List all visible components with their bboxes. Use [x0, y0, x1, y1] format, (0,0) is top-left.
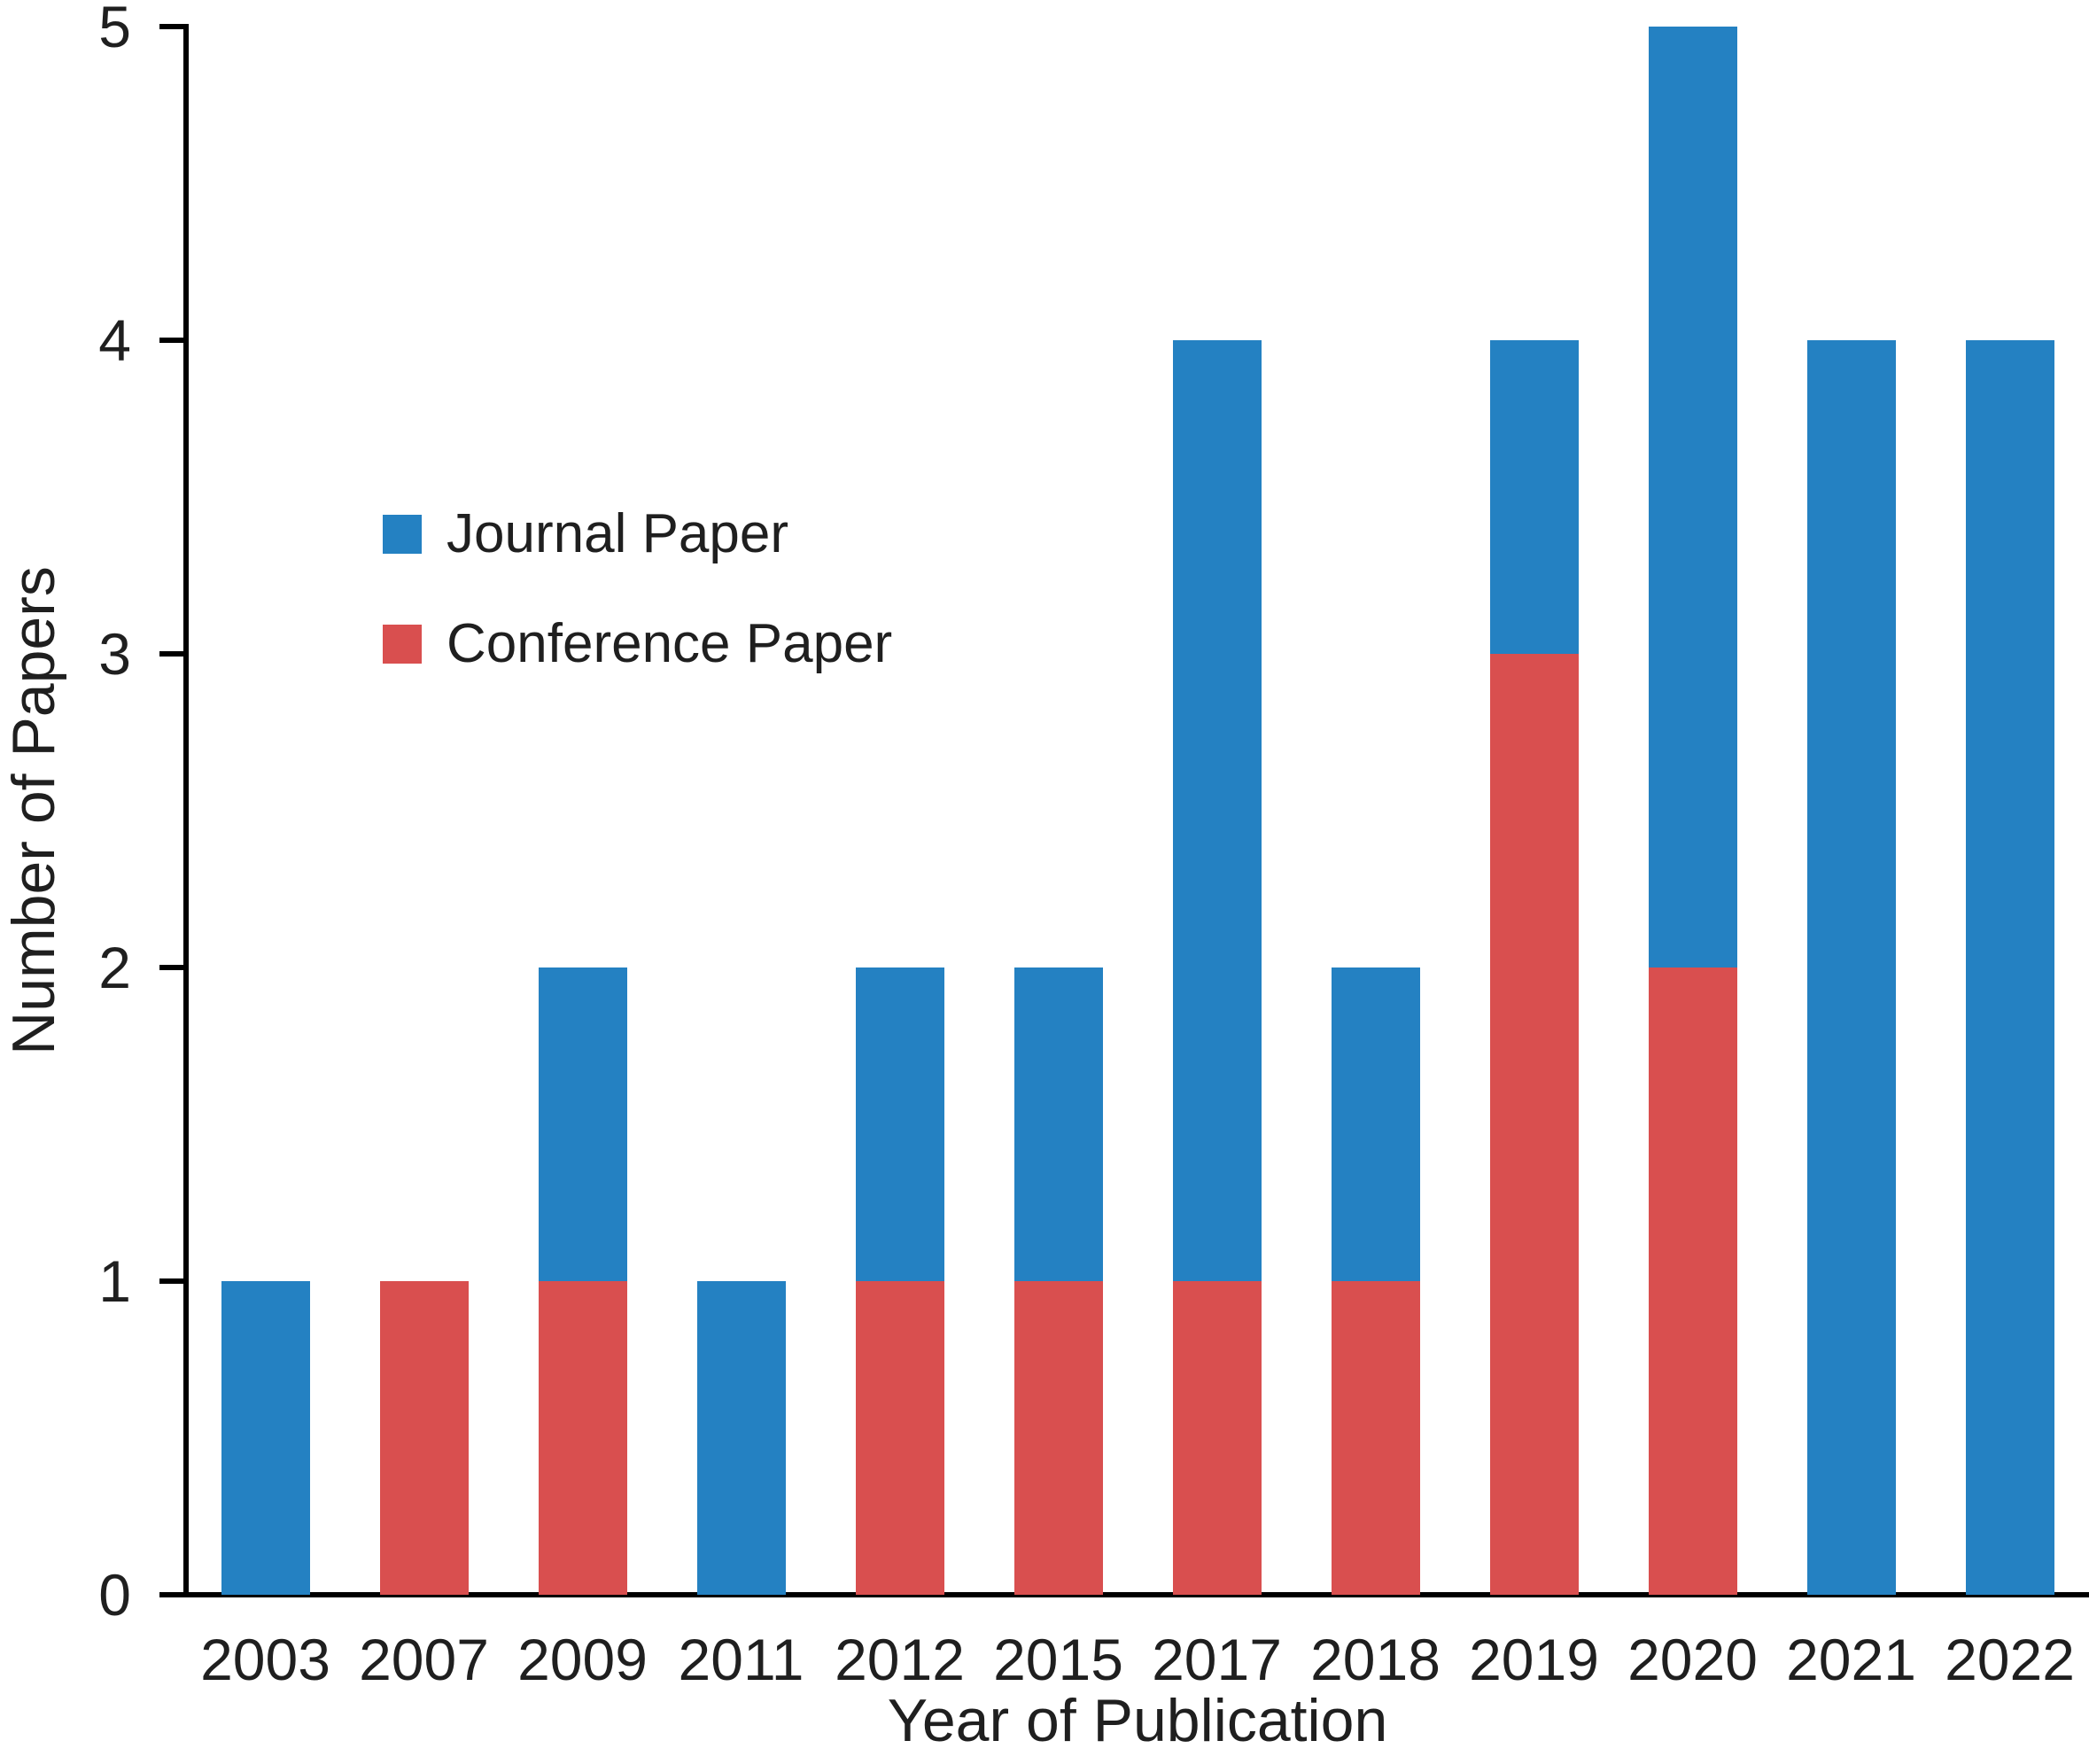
bar-segment-2019-journal-paper	[1489, 340, 1579, 654]
bar-segment-2009-conference-paper	[538, 1281, 627, 1595]
legend-item-journal-paper: Journal Paper	[383, 503, 892, 565]
legend-item-conference-paper: Conference Paper	[383, 613, 892, 675]
bar-segment-2017-conference-paper	[1172, 1281, 1262, 1595]
y-tick-mark-2	[159, 965, 186, 970]
y-tick-mark-3	[159, 651, 186, 657]
y-tick-label-4: 4	[98, 307, 131, 373]
bar-segment-2012-conference-paper	[855, 1281, 944, 1595]
legend-label-conference-paper: Conference Paper	[447, 613, 893, 674]
y-tick-label-0: 0	[98, 1562, 131, 1628]
x-tick-label-2017: 2017	[1152, 1627, 1282, 1692]
bar-segment-2015-journal-paper	[1013, 967, 1103, 1281]
x-tick-label-2009: 2009	[517, 1627, 648, 1692]
bar-segment-2019-conference-paper	[1489, 654, 1579, 1595]
bar-segment-2007-conference-paper	[379, 1281, 469, 1595]
bar-segment-2021-journal-paper	[1806, 340, 1896, 1595]
x-tick-label-2018: 2018	[1310, 1627, 1441, 1692]
bar-segment-2018-conference-paper	[1331, 1281, 1420, 1595]
bar-segment-2022-journal-paper	[1965, 340, 2054, 1595]
y-tick-label-3: 3	[98, 621, 131, 687]
y-tick-mark-0	[159, 1592, 186, 1597]
bar-segment-2012-journal-paper	[855, 967, 944, 1281]
bar-segment-2011-journal-paper	[696, 1281, 786, 1595]
x-axis-line	[183, 1592, 2089, 1597]
conference-paper-swatch	[383, 625, 422, 664]
y-tick-label-5: 5	[98, 0, 131, 59]
y-tick-label-1: 1	[98, 1248, 131, 1314]
bar-segment-2017-journal-paper	[1172, 340, 1262, 1281]
y-tick-label-2: 2	[98, 935, 131, 1000]
bar-segment-2009-journal-paper	[538, 967, 627, 1281]
bar-segment-2018-journal-paper	[1331, 967, 1420, 1281]
x-tick-label-2007: 2007	[359, 1627, 489, 1692]
x-tick-label-2020: 2020	[1627, 1627, 1758, 1692]
y-tick-mark-4	[159, 338, 186, 343]
legend: Journal Paper Conference Paper	[383, 503, 892, 723]
bar-segment-2020-conference-paper	[1648, 967, 1737, 1595]
y-axis-line	[183, 24, 189, 1597]
y-tick-mark-5	[159, 24, 186, 29]
x-tick-label-2003: 2003	[200, 1627, 330, 1692]
x-tick-label-2015: 2015	[993, 1627, 1123, 1692]
x-axis-title: Year of Publication	[887, 1687, 1388, 1754]
bar-segment-2003-journal-paper	[221, 1281, 310, 1595]
x-tick-label-2011: 2011	[678, 1627, 804, 1692]
bar-segment-2015-conference-paper	[1013, 1281, 1103, 1595]
x-tick-label-2019: 2019	[1469, 1627, 1599, 1692]
x-tick-label-2021: 2021	[1786, 1627, 1916, 1692]
x-tick-label-2012: 2012	[835, 1627, 965, 1692]
x-tick-label-2022: 2022	[1945, 1627, 2075, 1692]
legend-label-journal-paper: Journal Paper	[447, 503, 789, 564]
y-tick-mark-1	[159, 1278, 186, 1284]
bar-segment-2020-journal-paper	[1648, 27, 1737, 967]
journal-paper-swatch	[383, 515, 422, 554]
